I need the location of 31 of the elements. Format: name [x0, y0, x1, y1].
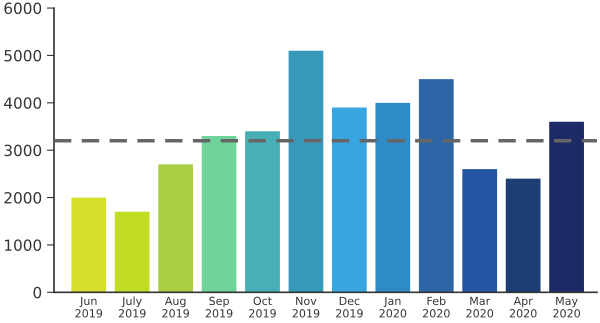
x-tick-label: Apr 2020 [510, 296, 537, 318]
x-tick-label: Feb 2020 [422, 296, 450, 318]
y-tick-label: 0 [33, 286, 42, 298]
bar [114, 212, 150, 292]
x-tick-label: Mar 2020 [466, 296, 494, 318]
x-tick-label: Dec 2019 [336, 296, 363, 318]
bar [202, 136, 236, 292]
bar [418, 79, 454, 292]
bar [158, 164, 194, 292]
bar [288, 50, 324, 292]
bar [375, 102, 410, 292]
bar [245, 131, 280, 292]
x-tick-label: Nov 2019 [292, 296, 320, 318]
y-tick-label: 2000 [4, 192, 42, 204]
bar [332, 108, 367, 292]
x-tick-label: Aug 2019 [162, 296, 189, 318]
y-tick-label: 5000 [4, 50, 42, 62]
y-tick-label: 1000 [4, 239, 42, 251]
bar [549, 122, 584, 292]
bar [71, 198, 106, 292]
bar [506, 178, 541, 292]
x-tick-label: Jan 2020 [380, 296, 406, 318]
x-tick-label: Sep 2019 [206, 296, 232, 318]
y-tick-label: 4000 [4, 97, 42, 109]
y-tick-label: 6000 [4, 2, 42, 14]
x-tick-label: May 2020 [553, 296, 580, 318]
y-tick-label: 3000 [4, 144, 42, 156]
x-tick-label: Jun 2019 [75, 296, 102, 318]
bar [462, 169, 498, 292]
x-tick-label: Oct 2019 [249, 296, 276, 318]
x-tick-label: July 2019 [118, 296, 146, 318]
